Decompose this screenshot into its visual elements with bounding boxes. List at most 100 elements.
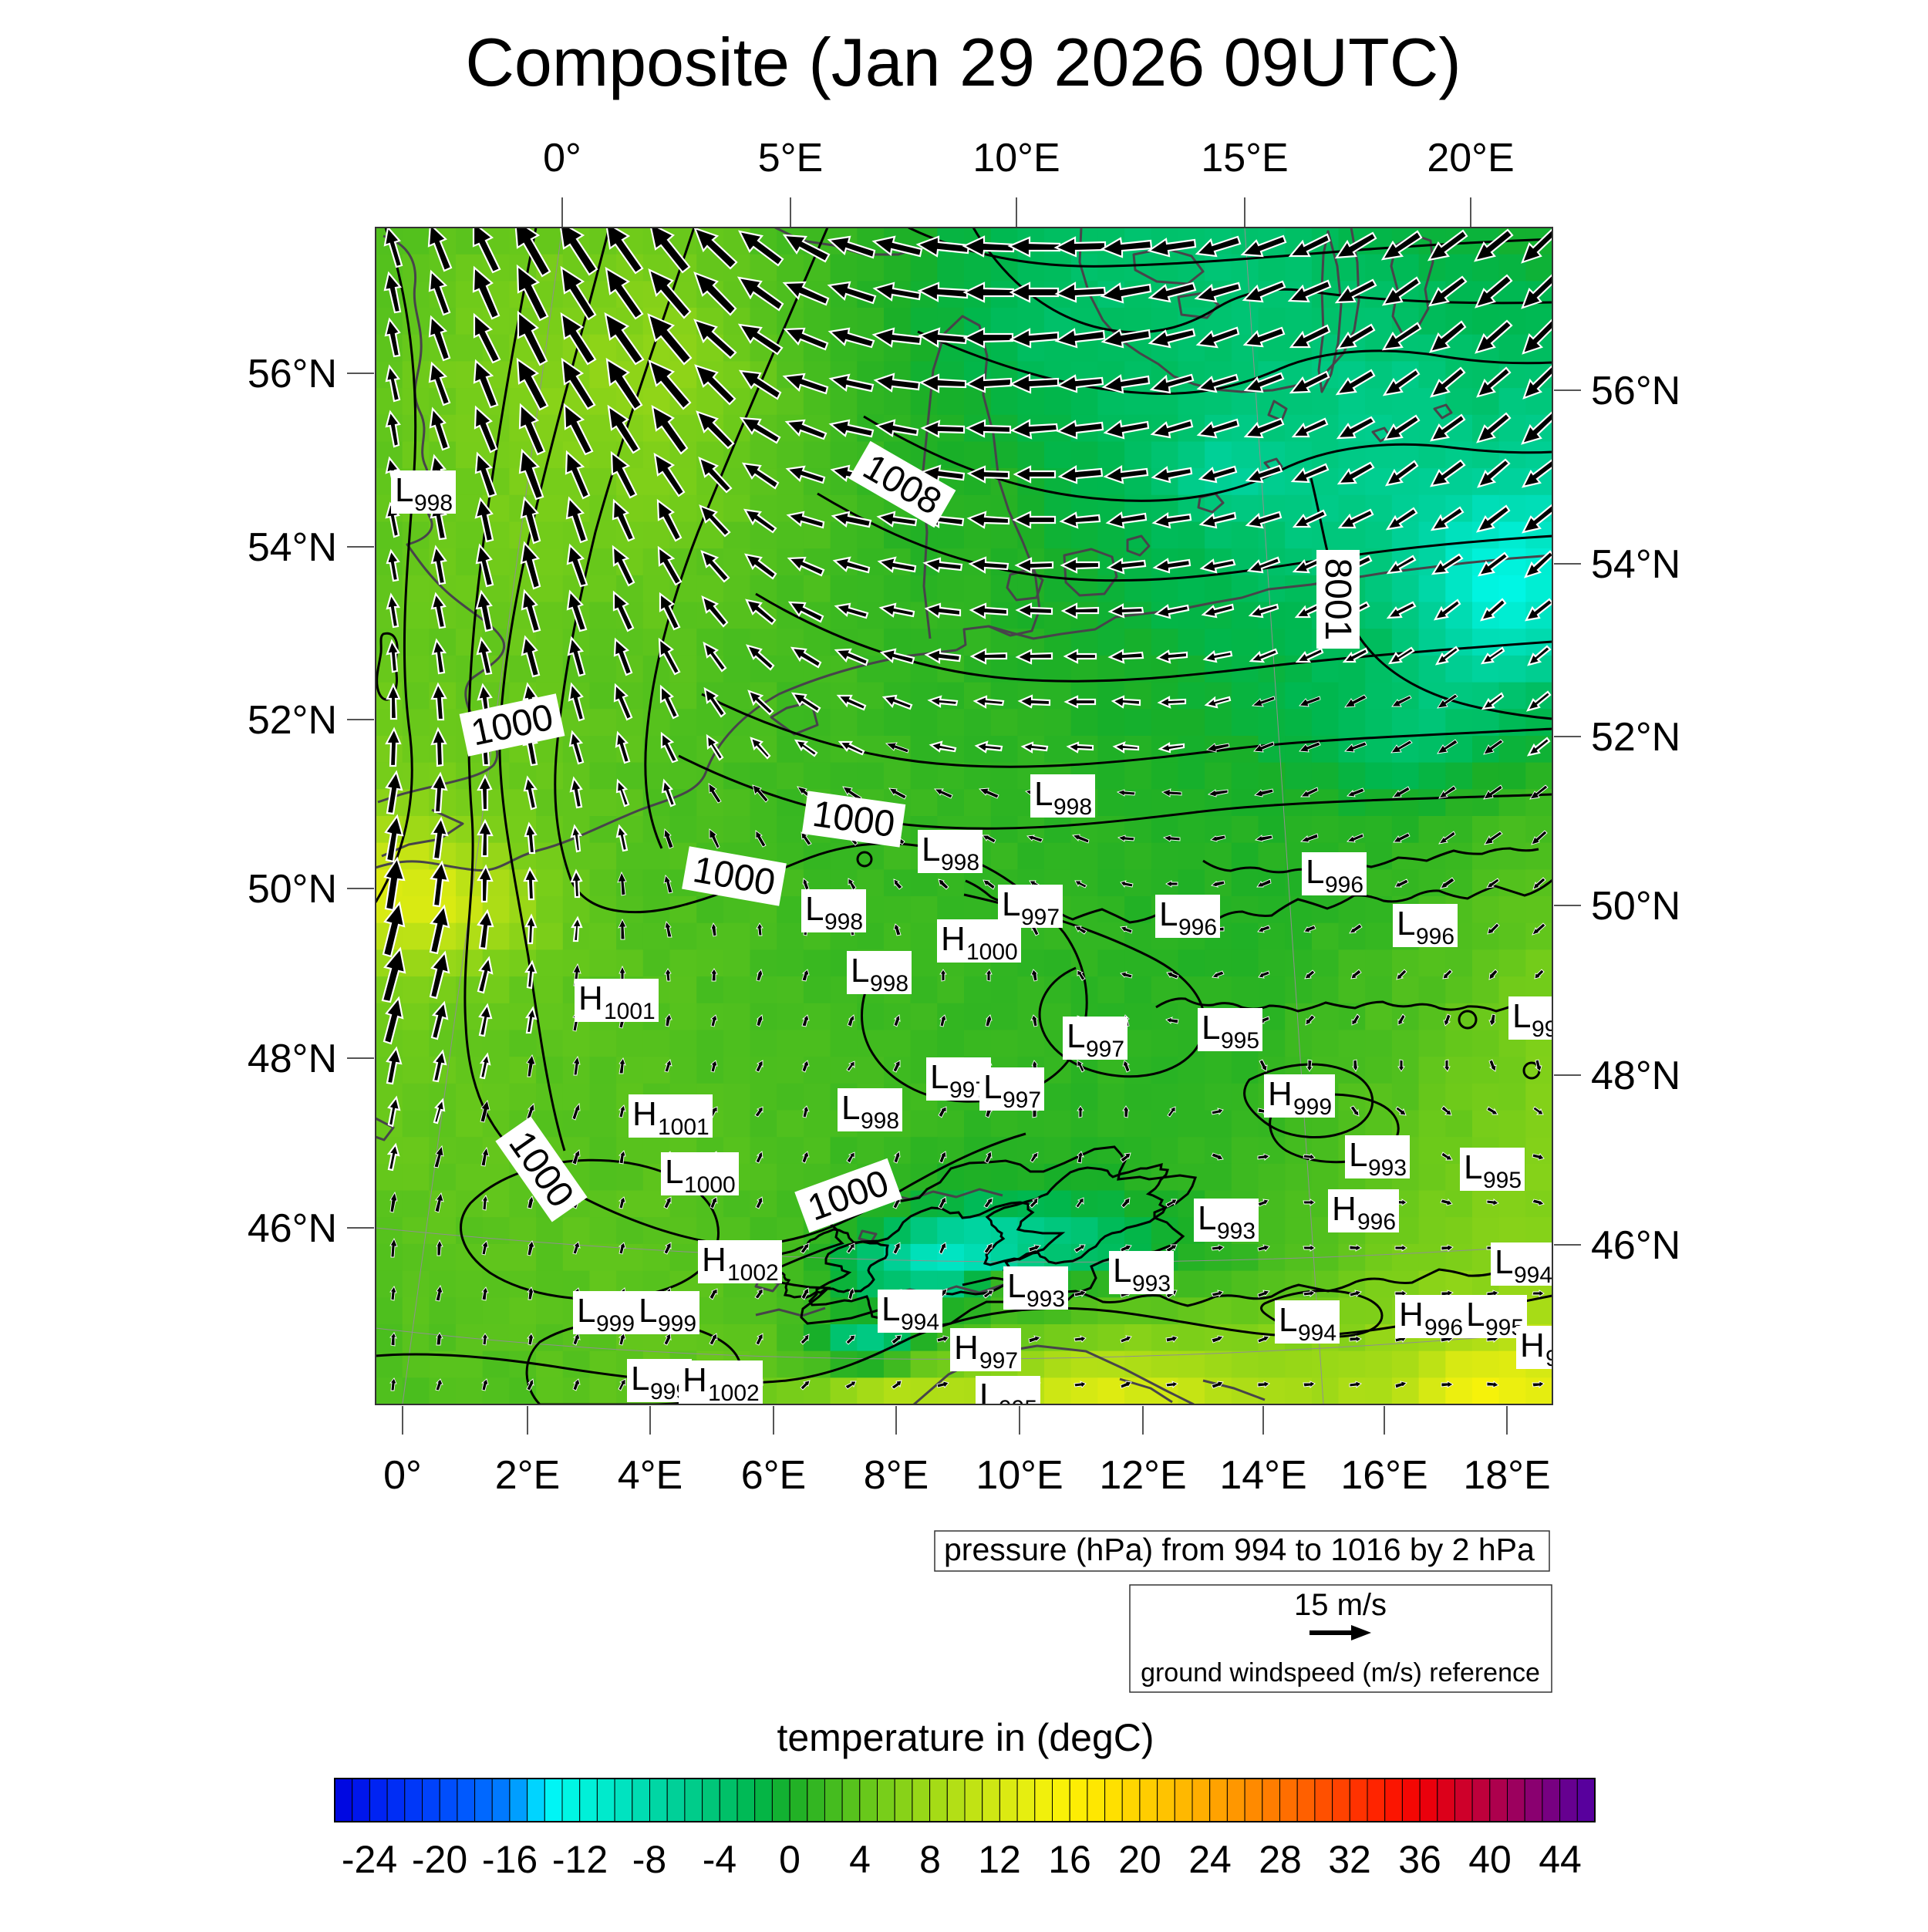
svg-text:993: 993 xyxy=(1368,1155,1407,1181)
svg-text:32: 32 xyxy=(1328,1838,1371,1881)
svg-text:H: H xyxy=(1520,1327,1545,1364)
svg-text:H: H xyxy=(941,920,966,958)
svg-text:998: 998 xyxy=(1053,794,1092,820)
svg-text:L: L xyxy=(1512,997,1531,1035)
svg-text:L: L xyxy=(1198,1199,1216,1237)
svg-text:5°E: 5°E xyxy=(758,136,823,180)
svg-text:L: L xyxy=(395,471,413,509)
svg-text:L: L xyxy=(841,1089,860,1127)
svg-text:L: L xyxy=(1159,895,1178,933)
svg-text:996: 996 xyxy=(1178,915,1217,940)
svg-text:998: 998 xyxy=(861,1108,899,1134)
svg-text:48°N: 48°N xyxy=(248,1037,337,1081)
svg-text:6°E: 6°E xyxy=(741,1453,806,1498)
svg-text:56°N: 56°N xyxy=(1591,369,1680,413)
svg-text:L: L xyxy=(979,1377,998,1414)
svg-text:16: 16 xyxy=(1048,1838,1091,1881)
svg-text:L: L xyxy=(983,1068,1002,1106)
svg-text:44: 44 xyxy=(1539,1838,1582,1881)
svg-text:L: L xyxy=(1002,885,1020,923)
svg-text:1000: 1000 xyxy=(966,939,1018,965)
svg-text:999: 999 xyxy=(596,1311,635,1337)
svg-text:12: 12 xyxy=(978,1838,1021,1881)
svg-text:L: L xyxy=(665,1153,683,1191)
svg-text:8°E: 8°E xyxy=(864,1453,929,1498)
svg-text:997: 997 xyxy=(1003,1087,1041,1113)
svg-text:994: 994 xyxy=(1298,1320,1336,1346)
svg-text:50°N: 50°N xyxy=(248,867,337,912)
svg-text:-20: -20 xyxy=(412,1838,467,1881)
svg-text:H: H xyxy=(632,1095,657,1133)
svg-text:L: L xyxy=(1495,1243,1513,1281)
svg-text:4°E: 4°E xyxy=(618,1453,683,1498)
svg-text:-12: -12 xyxy=(552,1838,608,1881)
svg-text:1001: 1001 xyxy=(604,999,656,1024)
svg-text:1001: 1001 xyxy=(658,1114,710,1140)
svg-text:L: L xyxy=(631,1360,649,1398)
svg-text:L: L xyxy=(1279,1301,1297,1339)
svg-text:H: H xyxy=(1399,1296,1424,1334)
svg-text:998: 998 xyxy=(870,971,908,996)
svg-text:L: L xyxy=(1007,1267,1026,1305)
svg-text:H: H xyxy=(954,1329,979,1367)
svg-text:L: L xyxy=(930,1058,949,1096)
svg-text:996: 996 xyxy=(1325,872,1363,898)
svg-text:1002: 1002 xyxy=(708,1381,760,1406)
svg-text:996: 996 xyxy=(1416,924,1454,949)
svg-text:L: L xyxy=(639,1292,657,1330)
svg-text:24: 24 xyxy=(1188,1838,1232,1881)
svg-text:8: 8 xyxy=(919,1838,941,1881)
svg-text:998: 998 xyxy=(941,850,979,875)
svg-text:996: 996 xyxy=(1424,1315,1463,1340)
svg-text:10°E: 10°E xyxy=(972,136,1060,180)
svg-text:997: 997 xyxy=(1021,905,1060,930)
svg-text:-24: -24 xyxy=(342,1838,397,1881)
svg-text:28: 28 xyxy=(1259,1838,1302,1881)
svg-text:15 m/s: 15 m/s xyxy=(1294,1588,1387,1622)
svg-text:12°E: 12°E xyxy=(1099,1453,1186,1498)
svg-text:L: L xyxy=(881,1290,900,1328)
svg-text:L: L xyxy=(851,952,869,990)
svg-text:L: L xyxy=(1466,1296,1485,1334)
svg-text:52°N: 52°N xyxy=(1591,715,1680,760)
svg-text:994: 994 xyxy=(901,1310,939,1335)
svg-text:18°E: 18°E xyxy=(1463,1453,1550,1498)
svg-text:H: H xyxy=(1268,1075,1293,1113)
svg-text:999: 999 xyxy=(658,1311,696,1337)
svg-text:Composite (Jan 29 2026 09UTC): Composite (Jan 29 2026 09UTC) xyxy=(465,24,1461,100)
svg-text:H: H xyxy=(702,1241,726,1279)
svg-text:-4: -4 xyxy=(703,1838,736,1881)
svg-text:20°E: 20°E xyxy=(1427,136,1514,180)
svg-text:50°N: 50°N xyxy=(1591,884,1680,929)
svg-text:L: L xyxy=(805,890,824,928)
svg-text:995: 995 xyxy=(1221,1028,1259,1054)
svg-text:993: 993 xyxy=(1026,1286,1065,1312)
svg-text:L: L xyxy=(1202,1009,1220,1047)
svg-text:998: 998 xyxy=(414,491,453,516)
svg-text:H: H xyxy=(1332,1190,1357,1228)
svg-text:1002: 1002 xyxy=(727,1260,779,1286)
svg-text:H: H xyxy=(578,979,603,1017)
svg-text:48°N: 48°N xyxy=(1591,1054,1680,1098)
svg-text:L: L xyxy=(1306,853,1324,891)
svg-text:L: L xyxy=(1113,1252,1131,1290)
svg-text:99: 99 xyxy=(1532,1017,1557,1042)
svg-text:1000: 1000 xyxy=(684,1172,736,1198)
svg-text:994: 994 xyxy=(1514,1263,1552,1288)
svg-text:0: 0 xyxy=(779,1838,801,1881)
svg-text:H: H xyxy=(683,1361,707,1399)
svg-text:pressure (hPa) from 994 to 101: pressure (hPa) from 994 to 1016 by 2 hPa xyxy=(944,1532,1535,1567)
svg-text:999: 999 xyxy=(1293,1094,1332,1120)
svg-text:-8: -8 xyxy=(632,1838,666,1881)
svg-text:56°N: 56°N xyxy=(248,352,337,396)
svg-text:9: 9 xyxy=(1545,1346,1559,1371)
svg-text:995: 995 xyxy=(999,1396,1037,1421)
svg-text:997: 997 xyxy=(979,1348,1018,1374)
svg-text:995: 995 xyxy=(1483,1168,1522,1193)
svg-text:993: 993 xyxy=(1132,1271,1171,1296)
svg-text:46°N: 46°N xyxy=(1591,1223,1680,1268)
svg-text:14°E: 14°E xyxy=(1219,1453,1306,1498)
svg-text:997: 997 xyxy=(1086,1037,1124,1062)
svg-text:993: 993 xyxy=(1217,1219,1256,1244)
svg-text:54°N: 54°N xyxy=(1591,542,1680,587)
